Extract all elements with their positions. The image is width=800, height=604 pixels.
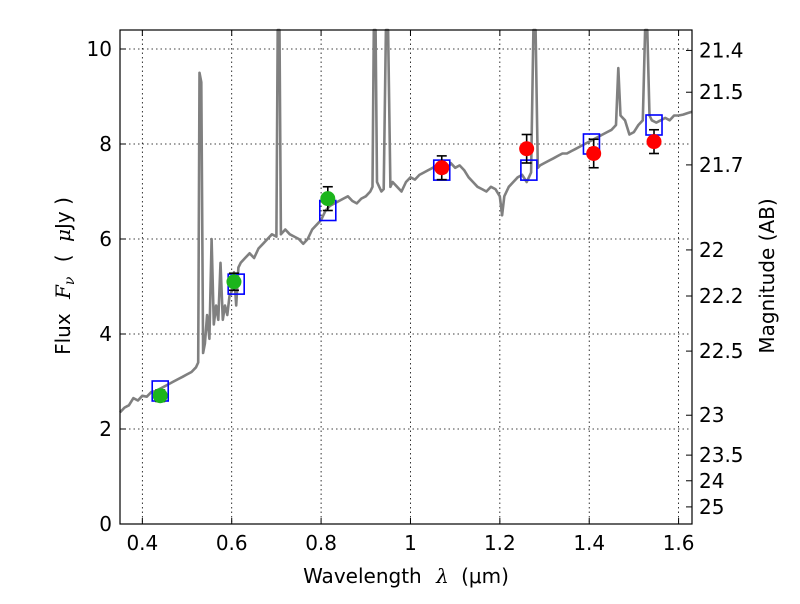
y2-axis-label: Magnitude (AB)	[755, 198, 779, 353]
y2-tick-label: 23.5	[699, 443, 744, 467]
y-axis-label-unit-prefix: (	[51, 254, 75, 262]
y-tick-label: 4	[99, 322, 112, 346]
y2-tick-label: 22	[699, 238, 724, 262]
x-tick-label: 1.6	[663, 531, 695, 555]
data-point	[320, 191, 336, 207]
x-tick-label: 1	[404, 531, 417, 555]
x-tick-label: 0.4	[126, 531, 158, 555]
y-axis-label-symbol: F	[51, 284, 75, 300]
y2-tick-label: 23	[699, 403, 724, 427]
plot-background	[120, 30, 692, 524]
x-axis: 0.4 0.6 0.8 1 1.2 1.4 1.6	[126, 30, 695, 555]
y-axis-label-subscript: ν	[62, 276, 78, 285]
y-axis-label-unit: Jy )	[51, 197, 75, 231]
data-point	[646, 134, 662, 150]
y-axis: 0 2 4 6 8 10	[87, 37, 126, 536]
y-axis-label: Flux Fν ( μJy )	[51, 197, 79, 355]
y-axis-label-text: Flux	[51, 313, 75, 355]
y-tick-label: 8	[99, 132, 112, 156]
markers-layer	[151, 114, 663, 404]
y-axis-label-unit-mu: μ	[51, 229, 75, 242]
data-point	[152, 388, 168, 404]
y2-tick-label: 21.4	[699, 38, 744, 62]
y-tick-label: 2	[99, 417, 112, 441]
plot-frame	[119, 29, 693, 525]
y2-tick-label: 21.7	[699, 153, 744, 177]
x-axis-label-symbol: λ	[435, 564, 449, 588]
x-axis-label-text: Wavelength	[303, 564, 422, 588]
y2-tick-label: 24	[699, 469, 724, 493]
model-point	[520, 159, 538, 181]
y2-tick-label: 25	[699, 495, 724, 519]
y2-tick-label: 22.5	[699, 339, 744, 363]
x-axis-label-unit: (μm)	[461, 564, 509, 588]
x-axis-label: Wavelength λ (μm)	[303, 564, 509, 588]
y2-tick-label: 21.5	[699, 80, 744, 104]
x-tick-label: 0.6	[216, 531, 248, 555]
y2-tick-label: 22.2	[699, 284, 744, 308]
x-tick-label: 1.2	[484, 531, 516, 555]
y-tick-label: 0	[99, 512, 112, 536]
x-tick-label: 0.8	[305, 531, 337, 555]
data-point	[519, 141, 535, 157]
y-tick-label: 6	[99, 227, 112, 251]
grid	[120, 30, 692, 524]
data-point	[434, 160, 450, 176]
y-tick-label: 10	[87, 37, 112, 61]
data-point	[226, 274, 242, 290]
x-tick-label: 1.4	[573, 531, 605, 555]
data-point	[586, 146, 602, 161]
